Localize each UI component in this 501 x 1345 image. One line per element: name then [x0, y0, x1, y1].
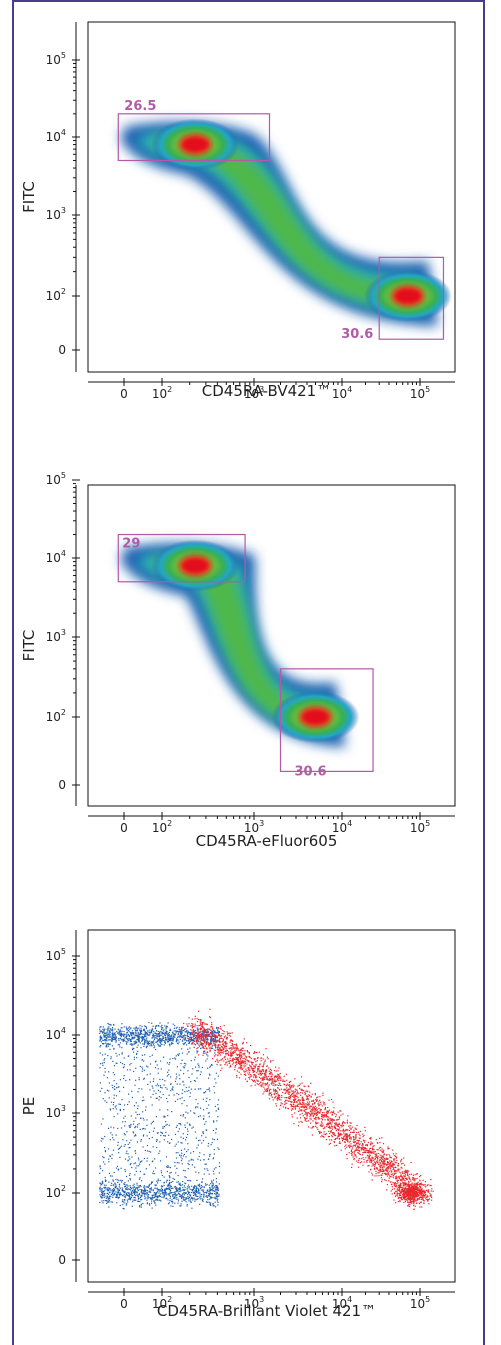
plot-area — [120, 118, 452, 326]
x-axis-label: CD45RA-BV421™ — [202, 382, 331, 400]
y-tick-label: 0 — [58, 343, 66, 357]
x-tick-label: 104 — [332, 819, 352, 835]
density-band-inner — [153, 136, 408, 306]
plot-area — [99, 1008, 434, 1210]
chart-panel-3: 0 102 103 104 105 0 102 103 104 105 CD45RA-Brillia… — [20, 929, 456, 1320]
y-tick-label: 102 — [46, 708, 66, 724]
plot-area — [120, 539, 360, 747]
y-tick-label: 105 — [46, 947, 66, 963]
x-tick-label: 102 — [152, 1295, 172, 1311]
y-tick-label: 104 — [46, 549, 66, 565]
y-axis-label: FITC — [20, 181, 38, 213]
population-peak-2 — [299, 707, 332, 727]
y-tick-label: 105 — [46, 51, 66, 67]
x-tick-label: 102 — [152, 819, 172, 835]
gate-label-2: 30.6 — [341, 327, 373, 342]
y-tick-label: 0 — [58, 778, 66, 792]
gate-label-2: 30.6 — [294, 764, 326, 779]
y-axis-label: FITC — [20, 630, 38, 662]
x-tick-label: 104 — [332, 385, 352, 401]
gate-label-1: 26.5 — [124, 99, 156, 114]
y-tick-label: 103 — [46, 1104, 66, 1120]
gate-label-1: 29 — [122, 537, 140, 552]
plot-frame — [87, 929, 456, 1283]
x-tick-label: 105 — [410, 1295, 430, 1311]
x-tick-label: 0 — [120, 821, 128, 835]
x-tick-label: 104 — [332, 1295, 352, 1311]
population-peak-2 — [391, 286, 424, 306]
population-peak-1 — [179, 555, 212, 576]
y-tick-label: 102 — [46, 1184, 66, 1200]
y-tick-label: 103 — [46, 206, 66, 222]
y-tick-label: 104 — [46, 128, 66, 144]
series-1 — [99, 1021, 221, 1210]
plot-frame — [87, 484, 456, 807]
y-tick-label: 102 — [46, 287, 66, 303]
chart-panel-1: 26.5 30.6 0 102 103 104 105 0 102 103 104 105 CD45RA… — [20, 21, 456, 401]
y-axis-label: PE — [20, 1097, 38, 1116]
x-tick-label: 0 — [120, 1297, 128, 1311]
x-tick-label: 103 — [244, 1295, 264, 1311]
density-core — [153, 136, 408, 306]
x-axis-label: CD45RA-Brilliant Violet 421™ — [157, 1302, 376, 1320]
y-tick-label: 105 — [46, 471, 66, 487]
series-2 — [182, 1008, 434, 1210]
gate-2 — [279, 668, 374, 773]
x-tick-label: 0 — [120, 387, 128, 401]
chart-panel-2: 29 30.6 0 102 103 104 105 0 102 103 104 105 CD45RA-e… — [20, 471, 456, 850]
plot-frame — [87, 21, 456, 373]
y-tick-label: 0 — [58, 1253, 66, 1267]
density-core — [153, 557, 316, 727]
x-tick-label: 105 — [410, 385, 430, 401]
x-tick-label: 103 — [244, 385, 264, 401]
population-peak-1 — [179, 134, 212, 155]
gate-1 — [117, 533, 246, 583]
density-band-inner — [153, 557, 316, 727]
x-axis-label: CD45RA-eFluor605 — [196, 832, 338, 850]
y-tick-label: 103 — [46, 628, 66, 644]
x-tick-label: 103 — [244, 819, 264, 835]
x-tick-label: 105 — [410, 819, 430, 835]
y-tick-label: 104 — [46, 1026, 66, 1042]
gate-2 — [378, 256, 445, 340]
x-tick-label: 102 — [152, 385, 172, 401]
gate-1 — [117, 113, 271, 162]
